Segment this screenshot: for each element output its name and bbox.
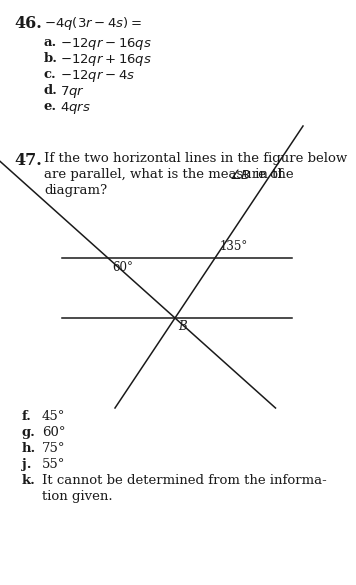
Text: k.: k. (22, 474, 36, 487)
Text: c.: c. (44, 68, 57, 81)
Text: 135°: 135° (220, 240, 248, 253)
Text: 60°: 60° (112, 261, 133, 274)
Text: 60°: 60° (42, 426, 66, 439)
Text: 46.: 46. (14, 15, 42, 32)
Text: $4qrs$: $4qrs$ (60, 100, 91, 116)
Text: $\angle B$: $\angle B$ (229, 168, 251, 182)
Text: in the: in the (251, 168, 294, 181)
Text: $7qr$: $7qr$ (60, 84, 85, 100)
Text: are parallel, what is the measure of: are parallel, what is the measure of (44, 168, 287, 181)
Text: a.: a. (44, 36, 57, 49)
Text: j.: j. (22, 458, 31, 471)
Text: 45°: 45° (42, 410, 66, 423)
Text: $-12qr - 4s$: $-12qr - 4s$ (60, 68, 135, 84)
Text: 55°: 55° (42, 458, 66, 471)
Text: f.: f. (22, 410, 32, 423)
Text: h.: h. (22, 442, 36, 455)
Text: It cannot be determined from the informa-: It cannot be determined from the informa… (42, 474, 327, 487)
Text: d.: d. (44, 84, 58, 97)
Text: diagram?: diagram? (44, 184, 107, 197)
Text: 75°: 75° (42, 442, 66, 455)
Text: $-4q(3r-4s) =$: $-4q(3r-4s) =$ (44, 15, 142, 32)
Text: 47.: 47. (14, 152, 42, 169)
Text: g.: g. (22, 426, 36, 439)
Text: $-12qr - 16qs$: $-12qr - 16qs$ (60, 36, 152, 52)
Text: b.: b. (44, 52, 58, 65)
Text: B: B (178, 320, 187, 333)
Text: tion given.: tion given. (42, 490, 112, 503)
Text: If the two horizontal lines in the figure below: If the two horizontal lines in the figur… (44, 152, 347, 165)
Text: $-12qr + 16qs$: $-12qr + 16qs$ (60, 52, 152, 68)
Text: e.: e. (44, 100, 57, 113)
